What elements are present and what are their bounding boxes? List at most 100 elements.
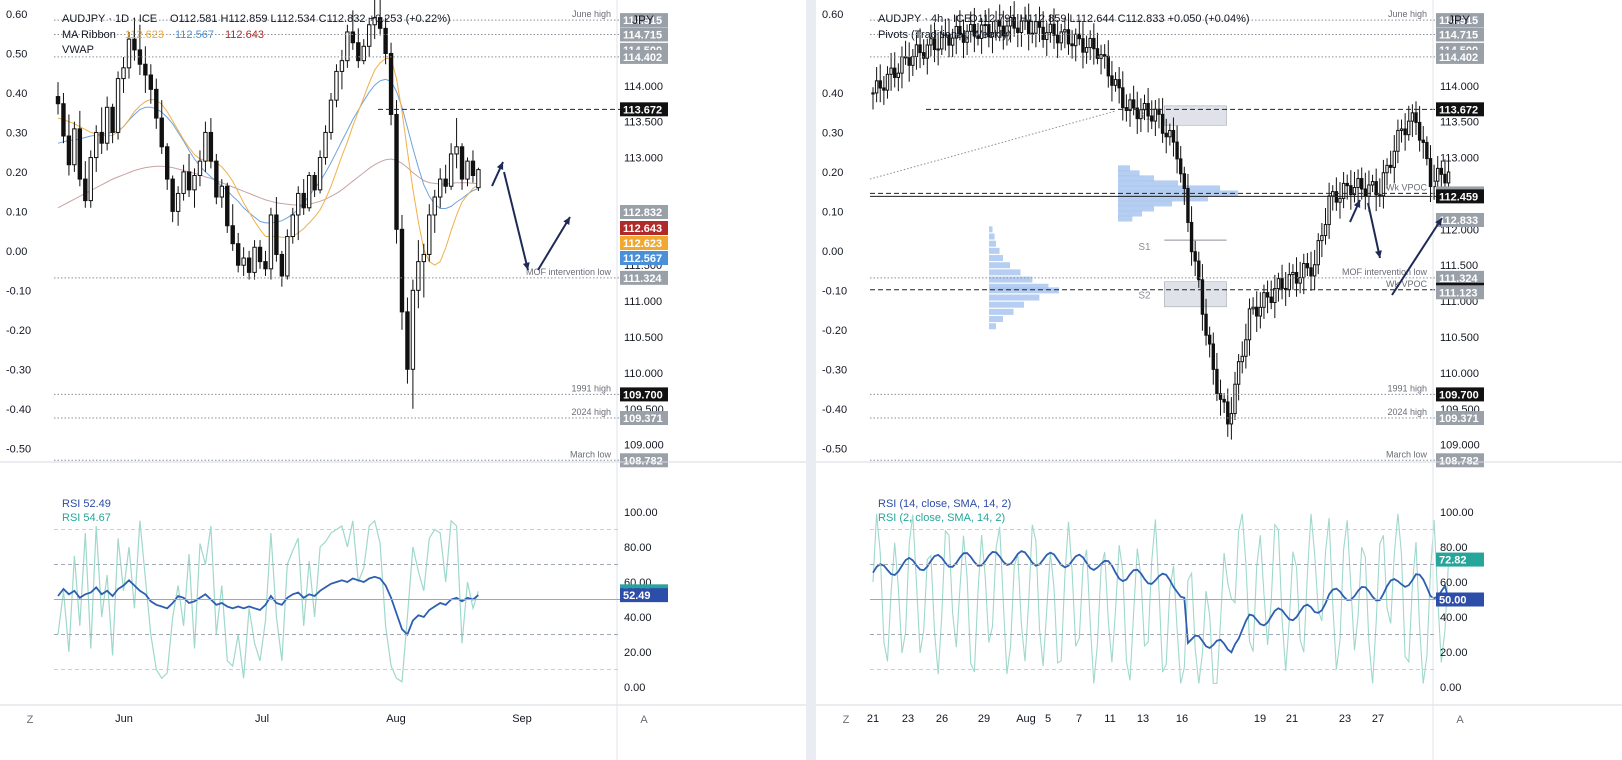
currency-label: JPY <box>1448 13 1470 27</box>
candle-body <box>1084 47 1089 53</box>
level-badge-text: 111.324 <box>1439 273 1478 285</box>
daily-chart-panel[interactable]: 0.60 0.50 0.40 0.30 0.20 0.10 0.00 -0.10 -0.20 -0… <box>0 0 806 760</box>
candle-body <box>1352 187 1357 196</box>
candle-body <box>115 78 121 133</box>
candle-body <box>932 38 937 51</box>
candle-body <box>947 34 951 46</box>
h4-chart-panel[interactable]: R1S1S20.600.400.300.200.100.00-0.10-0.20… <box>816 0 1622 760</box>
left-axis-tick: -0.20 <box>6 325 31 337</box>
volume-profile-bar <box>989 262 1010 269</box>
left-axis-tick: 0.40 <box>822 88 843 100</box>
level-badge-text: 108.782 <box>1439 455 1479 467</box>
volume-profile-bar <box>989 240 996 247</box>
left-axis-tick: -0.40 <box>6 404 31 416</box>
candle-body <box>1327 195 1331 226</box>
rsi-axis-tick: 100.00 <box>1440 507 1474 519</box>
price-axis-tick: 114.000 <box>1440 81 1479 93</box>
candle-body <box>907 56 911 66</box>
volume-profile-bar <box>989 276 1033 283</box>
left-axis-tick: -0.50 <box>822 444 847 456</box>
price-axis-tick: 112.000 <box>1440 224 1479 236</box>
level-badge <box>620 453 668 468</box>
projection-arrow-head <box>1375 250 1382 258</box>
candle-body <box>312 174 317 191</box>
candle-body <box>1341 182 1346 199</box>
indicator-value: 112.567 <box>175 29 214 41</box>
volume-profile-bar <box>1118 210 1142 217</box>
candle-body <box>1388 164 1393 168</box>
value-badge-text: 112.567 <box>623 253 662 265</box>
level-label: March low <box>1386 449 1428 459</box>
candle-body <box>979 24 984 39</box>
h4-chart-svg[interactable]: R1S1S20.600.400.300.200.100.00-0.10-0.20… <box>816 0 1622 760</box>
level-badge-text: 111.324 <box>623 273 662 285</box>
chart-title: AUDJPY · 4h · ICE <box>878 13 971 25</box>
level-label: 1991 high <box>1387 383 1427 393</box>
candle-body <box>925 44 929 59</box>
candle-body <box>121 67 126 80</box>
volume-profile-bar <box>989 294 1040 301</box>
left-axis-tick: -0.50 <box>6 444 31 456</box>
candle-body <box>290 214 295 237</box>
volume-profile-bar <box>1118 185 1220 192</box>
rsi-axis-tick: 20.00 <box>624 647 652 659</box>
candle-body <box>301 192 306 209</box>
left-axis-tick: -0.10 <box>822 286 847 298</box>
candle-body <box>1410 112 1415 122</box>
candle-body <box>219 185 225 198</box>
pivot-label: S1 <box>1138 242 1151 253</box>
daily-chart-svg[interactable]: 0.60 0.50 0.40 0.30 0.20 0.10 0.00 -0.10 -0.20 -0… <box>0 0 806 760</box>
candle-body <box>1407 120 1411 136</box>
candle-body <box>126 38 132 69</box>
projection-arrow-head <box>1435 218 1442 226</box>
candle-body <box>1269 296 1273 304</box>
candle-body <box>350 31 356 44</box>
rsi2-line <box>872 513 1450 685</box>
rsi14-line <box>57 575 479 637</box>
candle-body <box>214 160 219 198</box>
level-badge-text: 114.402 <box>1439 52 1478 64</box>
price-axis-tick: 114.000 <box>624 81 663 93</box>
rsi-axis-tick: 100.00 <box>624 507 658 519</box>
rsi14-line <box>872 550 1450 654</box>
x-axis-tick: 7 <box>1076 713 1082 725</box>
candle-body <box>1142 102 1147 111</box>
candle-body <box>1262 292 1266 308</box>
footer-left-btn: Z <box>843 714 850 726</box>
level-label: June high <box>572 9 611 19</box>
value-badge <box>620 205 668 219</box>
level-badge <box>620 27 668 42</box>
candle-body <box>1168 129 1172 138</box>
candle-body <box>1287 274 1292 291</box>
candle-body <box>274 214 279 255</box>
candle-body <box>1117 79 1121 89</box>
candle-body <box>88 157 93 202</box>
candle-body <box>983 24 987 27</box>
candle-body <box>1215 368 1219 395</box>
candle-body <box>958 25 962 35</box>
level-label: June high <box>1388 9 1427 19</box>
level-label: MOF intervention low <box>1342 267 1428 277</box>
candle-body <box>94 131 99 159</box>
candle-body <box>1240 355 1244 363</box>
candle-body <box>448 153 454 187</box>
volume-profile-bar <box>1118 200 1172 207</box>
candle-body <box>421 253 427 263</box>
candle-body <box>1247 308 1252 341</box>
candle-body <box>893 67 897 78</box>
level-badge-text: 114.915 <box>1439 15 1478 27</box>
candle-body <box>1189 221 1194 253</box>
level-badge <box>1436 189 1484 204</box>
rsi-axis-tick: 40.00 <box>1440 612 1468 624</box>
candle-body <box>1121 87 1125 109</box>
candle-body <box>1417 121 1422 141</box>
rsi-axis-tick: 0.00 <box>1440 682 1461 694</box>
price-axis-tick: 109.000 <box>624 440 664 452</box>
candle-body <box>339 60 345 72</box>
candle-body <box>388 52 394 115</box>
candle-body <box>1171 129 1176 143</box>
indicator-label: VWAP <box>62 44 94 56</box>
ma-ribbon-fast <box>57 58 479 266</box>
candle-body <box>878 80 882 89</box>
candle-body <box>885 73 890 91</box>
